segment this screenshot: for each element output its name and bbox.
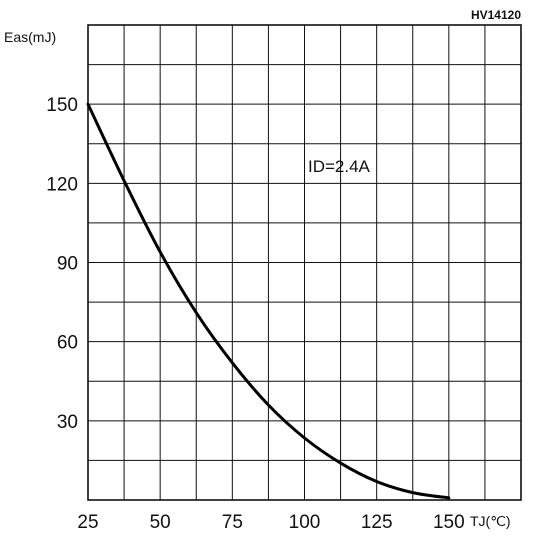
grid bbox=[88, 25, 521, 500]
plot-frame bbox=[87, 24, 522, 501]
y-tick-label: 150 bbox=[46, 95, 78, 116]
x-tick-label: 25 bbox=[77, 512, 98, 533]
x-tick-label: 75 bbox=[222, 512, 243, 533]
y-tick-label: 120 bbox=[46, 174, 78, 195]
series-line-eas bbox=[86, 102, 451, 500]
x-tick-label: 125 bbox=[361, 512, 393, 533]
y-tick-label: 90 bbox=[57, 254, 78, 275]
figure-code: HV14120 bbox=[471, 8, 521, 22]
x-axis-label: TJ(℃) bbox=[470, 513, 511, 529]
y-tick-label: 60 bbox=[57, 333, 78, 354]
x-tick-label: 100 bbox=[289, 512, 321, 533]
x-tick-label: 50 bbox=[150, 512, 171, 533]
annotation-id-current: ID=2.4A bbox=[308, 157, 371, 176]
y-tick-label: 30 bbox=[57, 412, 78, 433]
y-tick-labels: 30 60 90 120 150 bbox=[46, 95, 78, 433]
x-tick-label: 150 bbox=[433, 512, 465, 533]
y-axis-label: Eas(mJ) bbox=[4, 29, 56, 45]
x-tick-labels: 25 50 75 100 125 150 bbox=[77, 512, 464, 533]
